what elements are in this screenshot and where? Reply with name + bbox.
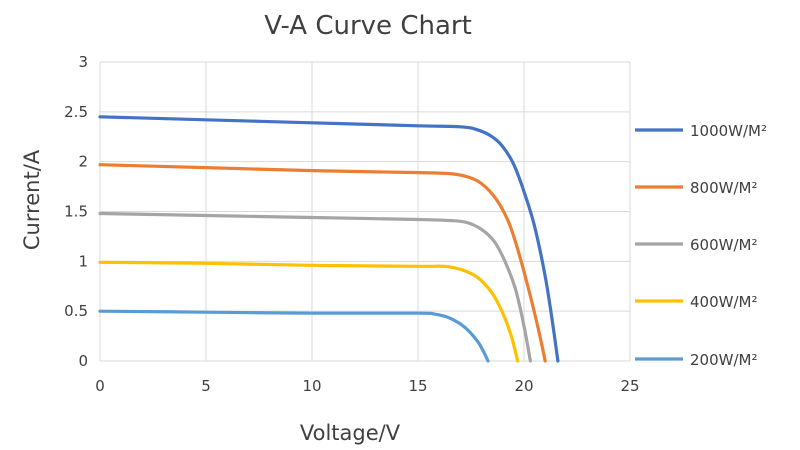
series-line-1000wm [98, 115, 560, 363]
y-tick-label: 2 [78, 153, 88, 171]
x-tick-label: 5 [201, 377, 211, 395]
x-axis-title: Voltage/V [300, 421, 401, 445]
y-tick-label: 0 [78, 352, 88, 370]
x-tick-label: 15 [408, 377, 427, 395]
x-tick-label: 25 [620, 377, 639, 395]
series-line-400wm [98, 260, 520, 363]
legend-label: 800W/M² [690, 179, 757, 197]
x-tick-label: 10 [302, 377, 321, 395]
y-tick-label: 0.5 [64, 302, 88, 320]
series-line-600wm [98, 211, 532, 363]
y-axis-title: Current/A [20, 149, 44, 250]
series-line-200wm [98, 309, 490, 363]
legend-label: 200W/M² [690, 351, 757, 369]
legend: 1000W/M² 800W/M² 600W/M² 400W/M² 200W/M² [635, 122, 767, 369]
y-tick-label: 1 [78, 252, 88, 270]
grid [99, 61, 631, 362]
tick-labels: 0 5 10 15 20 25 0 0.5 1 1.5 2 2.5 3 [64, 53, 639, 395]
x-tick-label: 20 [514, 377, 533, 395]
legend-label: 400W/M² [690, 293, 757, 311]
y-tick-label: 1.5 [64, 203, 88, 221]
series-lines [98, 115, 560, 363]
y-tick-label: 2.5 [64, 103, 88, 121]
series-line-800wm [98, 163, 547, 363]
y-tick-label: 3 [78, 53, 88, 71]
legend-label: 600W/M² [690, 236, 757, 254]
chart-title: V-A Curve Chart [264, 11, 472, 41]
legend-label: 1000W/M² [690, 122, 767, 140]
x-tick-label: 0 [95, 377, 105, 395]
